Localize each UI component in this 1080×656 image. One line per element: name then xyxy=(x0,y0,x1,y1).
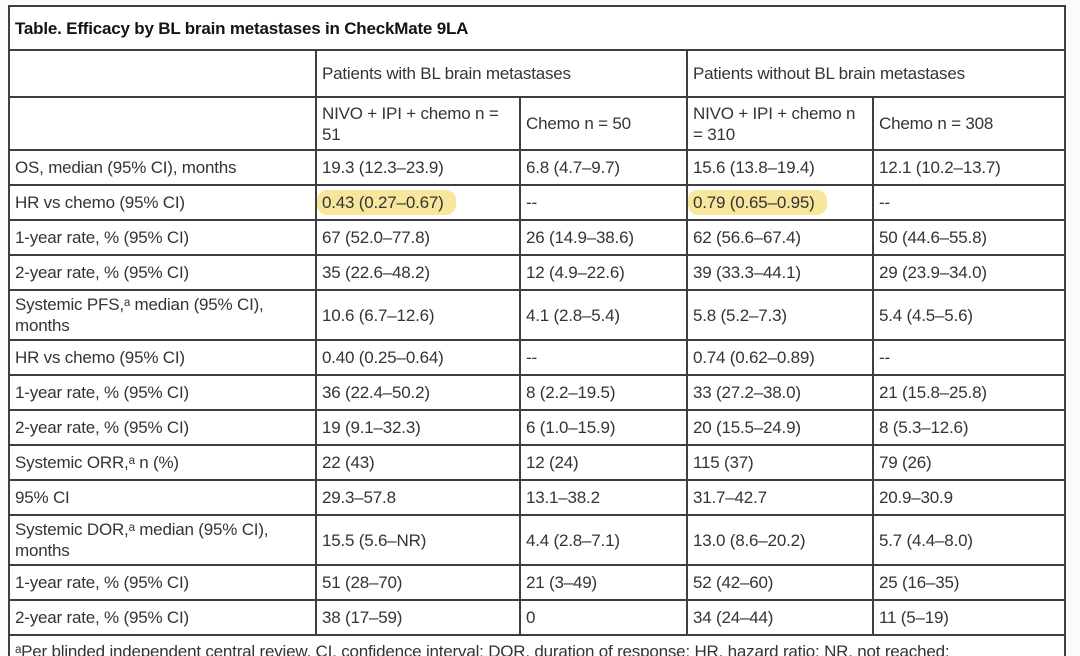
table-row: Systemic PFS,ᵃ median (95% CI), months 10… xyxy=(8,289,1067,341)
data-cell: 33 (27.2–38.0) xyxy=(686,374,874,411)
data-cell: 12 (4.9–22.6) xyxy=(519,254,688,291)
row-label: 2-year rate, % (95% CI) xyxy=(8,254,317,291)
data-cell: 12.1 (10.2–13.7) xyxy=(871,149,1067,186)
table-row: Systemic DOR,ᵃ median (95% CI), months 15… xyxy=(8,514,1067,566)
data-cell: 29 (23.9–34.0) xyxy=(871,254,1067,291)
data-cell: 26 (14.9–38.6) xyxy=(519,219,688,256)
row-label: Systemic PFS,ᵃ median (95% CI), months xyxy=(8,289,317,341)
data-cell: 25 (16–35) xyxy=(871,564,1067,601)
row-label: 95% CI xyxy=(8,479,317,516)
group-header-row: Patients with BL brain metastases Patien… xyxy=(8,49,1067,98)
row-label: 1-year rate, % (95% CI) xyxy=(8,219,317,256)
data-cell: 20 (15.5–24.9) xyxy=(686,409,874,446)
data-cell: -- xyxy=(519,184,688,221)
data-cell: 5.8 (5.2–7.3) xyxy=(686,289,874,341)
highlight-mark: 0.79 (0.65–0.95) xyxy=(689,190,827,215)
table-row: 2-year rate, % (95% CI) 35 (22.6–48.2) 12 … xyxy=(8,254,1067,291)
data-cell: 115 (37) xyxy=(686,444,874,481)
data-cell: -- xyxy=(871,339,1067,376)
data-cell: 67 (52.0–77.8) xyxy=(315,219,521,256)
data-cell: 5.4 (4.5–5.6) xyxy=(871,289,1067,341)
row-label: Systemic ORR,ᵃ n (%) xyxy=(8,444,317,481)
data-cell: 38 (17–59) xyxy=(315,599,521,636)
row-label: 2-year rate, % (95% CI) xyxy=(8,599,317,636)
corner-cell xyxy=(8,96,317,151)
group-header-with-brain-mets: Patients with BL brain metastases xyxy=(315,49,688,98)
data-cell: 34 (24–44) xyxy=(686,599,874,636)
data-cell: 22 (43) xyxy=(315,444,521,481)
data-cell: 0.43 (0.27–0.67) xyxy=(315,184,521,221)
highlight-mark: 0.43 (0.27–0.67) xyxy=(318,190,456,215)
table-row: 1-year rate, % (95% CI) 51 (28–70) 21 (3–4… xyxy=(8,564,1067,601)
footnote-line: ᵃPer blinded independent central review.… xyxy=(15,642,950,656)
table-title: Table. Efficacy by BL brain metastases i… xyxy=(7,5,1067,51)
data-cell: 62 (56.6–67.4) xyxy=(686,219,874,256)
column-header-row: NIVO + IPI + chemo n = 51 Chemo n = 50 N… xyxy=(8,96,1067,151)
table-row: 1-year rate, % (95% CI) 36 (22.4–50.2) 8 (… xyxy=(8,374,1067,411)
group-header-without-brain-mets: Patients without BL brain metastases xyxy=(685,49,1067,98)
data-cell: 11 (5–19) xyxy=(871,599,1067,636)
data-cell: 5.7 (4.4–8.0) xyxy=(871,514,1067,566)
data-cell: 20.9–30.9 xyxy=(871,479,1067,516)
data-cell: 4.1 (2.8–5.4) xyxy=(519,289,688,341)
table-row: HR vs chemo (95% CI) 0.40 (0.25–0.64) -- 0.… xyxy=(8,339,1067,376)
data-cell: 21 (3–49) xyxy=(519,564,688,601)
data-cell: 29.3–57.8 xyxy=(315,479,521,516)
column-header-chemo-308: Chemo n = 308 xyxy=(871,96,1067,151)
row-label: HR vs chemo (95% CI) xyxy=(8,184,317,221)
data-cell: 52 (42–60) xyxy=(686,564,874,601)
data-cell: -- xyxy=(871,184,1067,221)
data-cell: -- xyxy=(519,339,688,376)
data-cell: 12 (24) xyxy=(519,444,688,481)
data-cell: 51 (28–70) xyxy=(315,564,521,601)
table-row: 2-year rate, % (95% CI) 19 (9.1–32.3) 6 (1… xyxy=(8,409,1067,446)
row-label: 2-year rate, % (95% CI) xyxy=(8,409,317,446)
footnote: ᵃPer blinded independent central review.… xyxy=(7,634,1067,656)
efficacy-table: Table. Efficacy by BL brain metastases i… xyxy=(7,5,1067,656)
data-cell: 6.8 (4.7–9.7) xyxy=(519,149,688,186)
data-cell: 4.4 (2.8–7.1) xyxy=(519,514,688,566)
data-cell: 36 (22.4–50.2) xyxy=(315,374,521,411)
column-header-chemo-50: Chemo n = 50 xyxy=(519,96,688,151)
table-row: 95% CI 29.3–57.8 13.1–38.2 31.7–42.7 20.9–30… xyxy=(8,479,1067,516)
data-cell: 0.74 (0.62–0.89) xyxy=(686,339,874,376)
data-cell: 39 (33.3–44.1) xyxy=(686,254,874,291)
row-label: 1-year rate, % (95% CI) xyxy=(8,564,317,601)
data-cell: 13.1–38.2 xyxy=(519,479,688,516)
title-row: Table. Efficacy by BL brain metastases i… xyxy=(7,5,1067,51)
column-header-nivo-ipi-chemo-51: NIVO + IPI + chemo n = 51 xyxy=(315,96,521,151)
data-cell: 21 (15.8–25.8) xyxy=(871,374,1067,411)
row-label: OS, median (95% CI), months xyxy=(8,149,317,186)
data-cell: 15.6 (13.8–19.4) xyxy=(686,149,874,186)
data-cell: 15.5 (5.6–NR) xyxy=(315,514,521,566)
data-cell: 79 (26) xyxy=(871,444,1067,481)
data-cell: 35 (22.6–48.2) xyxy=(315,254,521,291)
table-row: OS, median (95% CI), months 19.3 (12.3–23… xyxy=(8,149,1067,186)
data-cell: 0.79 (0.65–0.95) xyxy=(686,184,874,221)
row-label: Systemic DOR,ᵃ median (95% CI), months xyxy=(8,514,317,566)
data-cell: 13.0 (8.6–20.2) xyxy=(686,514,874,566)
row-label: 1-year rate, % (95% CI) xyxy=(8,374,317,411)
table-row: 1-year rate, % (95% CI) 67 (52.0–77.8) 26 … xyxy=(8,219,1067,256)
data-cell: 0 xyxy=(519,599,688,636)
table-row: HR vs chemo (95% CI) 0.43 (0.27–0.67) -- 0.… xyxy=(8,184,1067,221)
corner-cell xyxy=(8,49,317,98)
footnote-row: ᵃPer blinded independent central review.… xyxy=(7,634,1067,656)
data-cell: 6 (1.0–15.9) xyxy=(519,409,688,446)
data-cell: 50 (44.6–55.8) xyxy=(871,219,1067,256)
table-body: OS, median (95% CI), months 19.3 (12.3–23… xyxy=(8,149,1067,636)
data-cell: 19 (9.1–32.3) xyxy=(315,409,521,446)
data-cell: 8 (2.2–19.5) xyxy=(519,374,688,411)
data-cell: 0.40 (0.25–0.64) xyxy=(315,339,521,376)
data-cell: 8 (5.3–12.6) xyxy=(871,409,1067,446)
data-cell: 19.3 (12.3–23.9) xyxy=(315,149,521,186)
data-cell: 31.7–42.7 xyxy=(686,479,874,516)
table-row: 2-year rate, % (95% CI) 38 (17–59) 0 34 (24… xyxy=(8,599,1067,636)
table-row: Systemic ORR,ᵃ n (%) 22 (43) 12 (24) 115 (3… xyxy=(8,444,1067,481)
column-header-nivo-ipi-chemo-310: NIVO + IPI + chemo n = 310 xyxy=(686,96,874,151)
row-label: HR vs chemo (95% CI) xyxy=(8,339,317,376)
data-cell: 10.6 (6.7–12.6) xyxy=(315,289,521,341)
